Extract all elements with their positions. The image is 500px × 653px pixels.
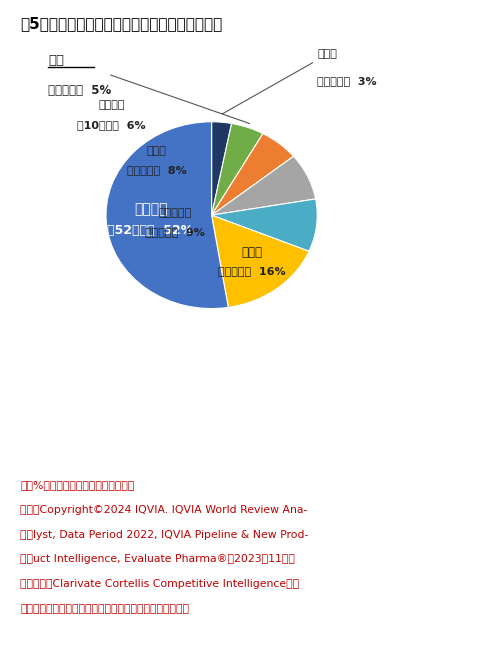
Text: lyst, Data Period 2022, IQVIA Pipeline & New Prod-: lyst, Data Period 2022, IQVIA Pipeline &…: [20, 530, 308, 539]
Text: アメリカ: アメリカ: [134, 202, 168, 216]
Text: その他: その他: [317, 48, 337, 59]
Wedge shape: [106, 121, 228, 308]
Text: 図5　上位品目の世界売上高に占める国籍別割合: 図5 上位品目の世界売上高に占める国籍別割合: [20, 16, 222, 31]
Wedge shape: [212, 156, 316, 215]
Text: 日本: 日本: [48, 54, 64, 67]
Text: （９品目）  8%: （９品目） 8%: [127, 165, 186, 175]
Wedge shape: [212, 199, 317, 251]
Text: （６品目）  3%: （６品目） 3%: [317, 76, 377, 86]
Text: 出所：Copyright©2024 IQVIA. IQVIA World Review Ana-: 出所：Copyright©2024 IQVIA. IQVIA World Rev…: [20, 505, 308, 515]
Wedge shape: [212, 215, 309, 308]
Text: （10品目）  6%: （10品目） 6%: [77, 119, 146, 129]
Text: イギリス: イギリス: [98, 101, 124, 110]
Text: uct Intelligence, Evaluate Pharma®（2023年11月時: uct Intelligence, Evaluate Pharma®（2023年…: [20, 554, 295, 564]
Text: （８品目）  16%: （８品目） 16%: [218, 266, 286, 276]
Text: デンマーク: デンマーク: [158, 208, 191, 218]
Text: （７品目）  5%: （７品目） 5%: [48, 84, 112, 97]
Text: 点），Clarivate Cortellis Competitive Intelligenceをも: 点），Clarivate Cortellis Competitive Intel…: [20, 579, 299, 589]
Wedge shape: [212, 134, 294, 215]
Wedge shape: [212, 123, 263, 215]
Text: 注：%は上位品目売上高に占める割合: 注：%は上位品目売上高に占める割合: [20, 480, 134, 490]
Wedge shape: [212, 121, 232, 215]
Text: とに医薬産業政策研究所にて作成（無断転載禁止）。: とに医薬産業政策研究所にて作成（無断転載禁止）。: [20, 604, 189, 614]
Text: スイス: スイス: [147, 146, 167, 156]
Text: ドイツ: ドイツ: [242, 246, 262, 259]
Text: （８品目）  9%: （８品目） 9%: [144, 227, 204, 237]
Text: （52品目）  52%: （52品目） 52%: [108, 223, 194, 236]
